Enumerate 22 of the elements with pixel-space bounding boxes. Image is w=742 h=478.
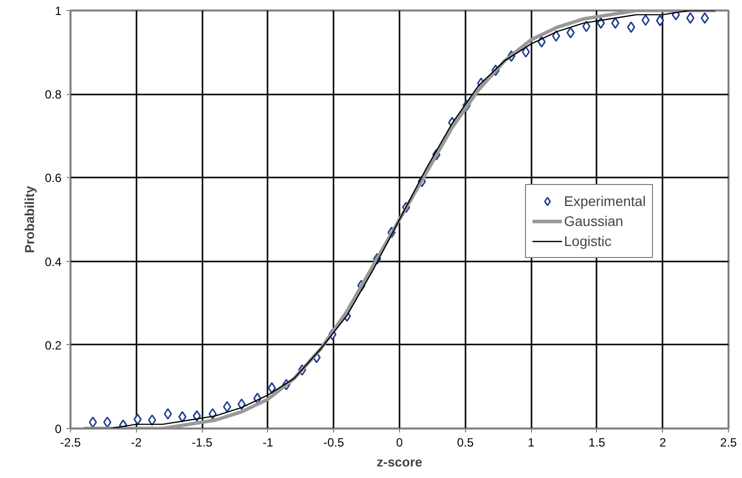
x-tick-label: -2.5 bbox=[60, 436, 82, 450]
x-tick-label: 0.5 bbox=[456, 436, 474, 450]
x-tick-label: -1 bbox=[262, 436, 274, 450]
x-tick-label: 1.5 bbox=[588, 436, 606, 450]
y-tick-label: 0 bbox=[54, 422, 62, 436]
x-tick-label: 2.5 bbox=[720, 436, 738, 450]
y-tick-label: 1 bbox=[54, 4, 62, 18]
y-axis-title: Probability bbox=[22, 185, 37, 254]
y-tick-label: 0.4 bbox=[44, 254, 62, 269]
y-tick-label: 0.6 bbox=[44, 171, 62, 186]
x-axis-title: z-score bbox=[376, 454, 422, 470]
x-tick-label: 0 bbox=[396, 436, 404, 450]
x-tick-label: -1.5 bbox=[192, 436, 213, 450]
legend-label: Logistic bbox=[564, 233, 612, 249]
legend-label: Experimental bbox=[564, 193, 646, 209]
y-tick-label: 0.2 bbox=[44, 338, 62, 352]
x-tick-label: -2 bbox=[130, 436, 142, 450]
x-tick-label: -0.5 bbox=[323, 436, 344, 450]
legend-label: Gaussian bbox=[564, 213, 624, 229]
x-tick-label: 1 bbox=[528, 436, 535, 450]
y-tick-label: 0.8 bbox=[44, 88, 62, 102]
x-tick-label: 2 bbox=[659, 436, 666, 450]
